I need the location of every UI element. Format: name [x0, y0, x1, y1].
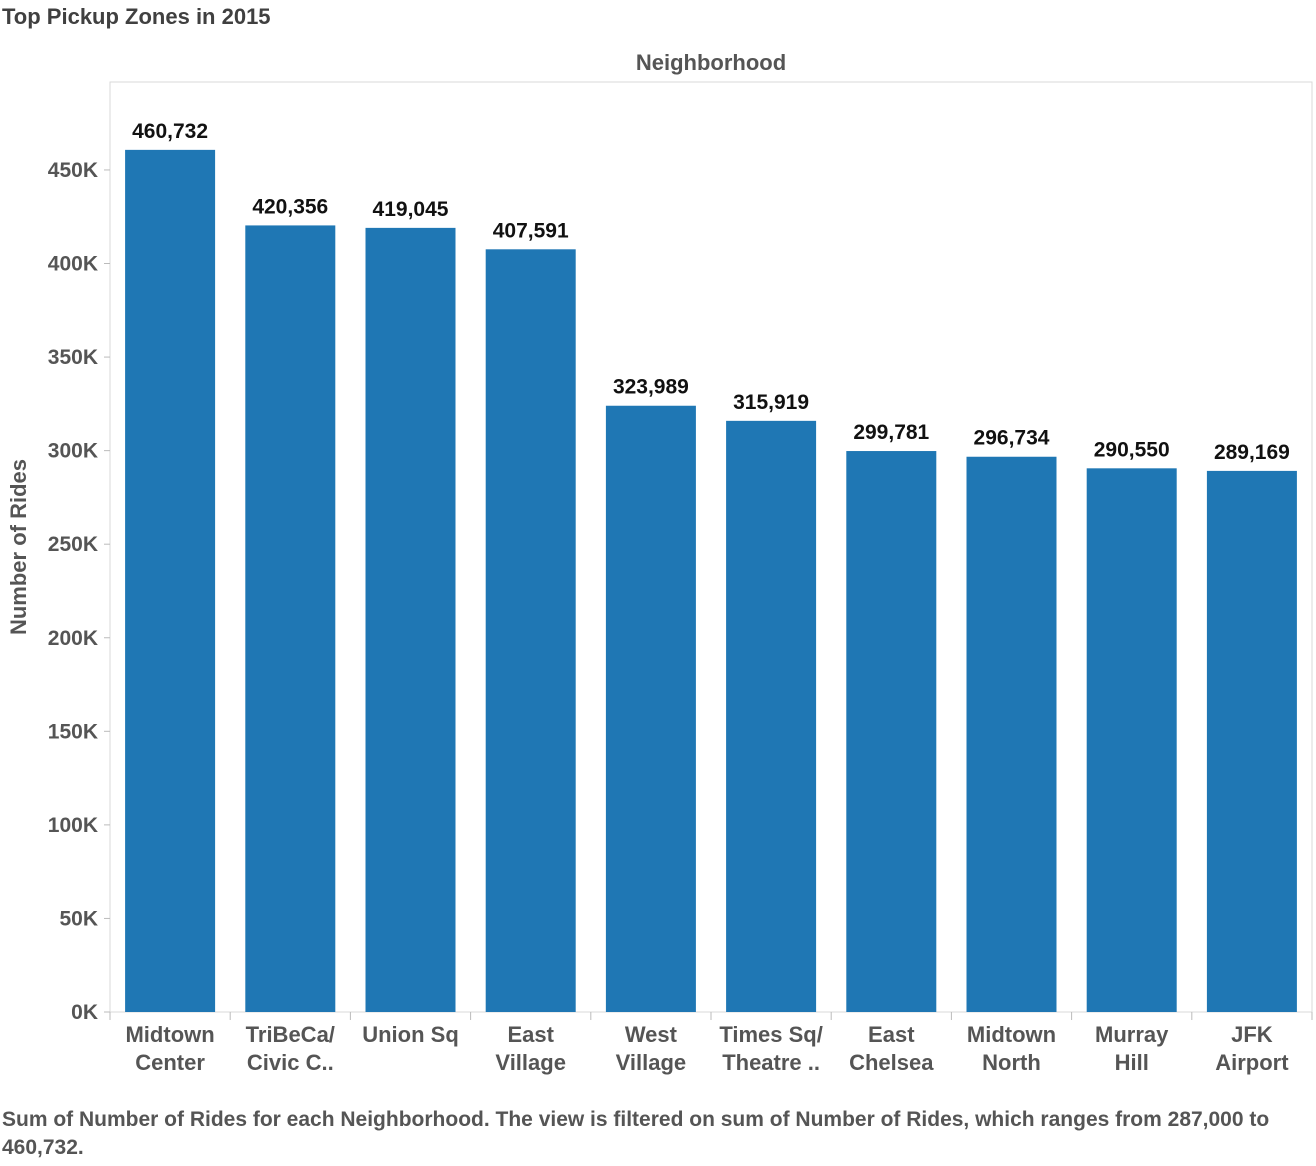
- bar-value-label: 323,989: [613, 376, 689, 399]
- x-category-label: TriBeCa/: [246, 1022, 335, 1047]
- x-category-label: Civic C..: [247, 1050, 334, 1075]
- y-tick-label: 50K: [59, 907, 98, 930]
- y-tick-label: 350K: [48, 346, 98, 369]
- y-tick-label: 100K: [48, 814, 98, 837]
- bar-value-label: 290,550: [1094, 438, 1170, 461]
- x-category-label: Center: [135, 1050, 205, 1075]
- y-tick-label: 250K: [48, 533, 98, 556]
- y-tick-label: 400K: [48, 253, 98, 276]
- page-title: Top Pickup Zones in 2015: [2, 4, 271, 29]
- x-category-label: Theatre ..: [722, 1050, 820, 1075]
- y-tick-label: 0K: [71, 1001, 98, 1024]
- bar[interactable]: [125, 149, 216, 1013]
- bar[interactable]: [1086, 468, 1177, 1012]
- bar[interactable]: [966, 456, 1057, 1012]
- bar-value-label: 420,356: [252, 195, 328, 218]
- bar-value-label: 407,591: [493, 219, 569, 242]
- x-category-label: JFK: [1231, 1022, 1273, 1047]
- bar-value-label: 296,734: [974, 427, 1050, 450]
- y-axis-title: Number of Rides: [6, 459, 31, 635]
- x-category-label: Midtown: [967, 1022, 1056, 1047]
- bar-value-label: 289,169: [1214, 441, 1290, 464]
- bar-value-label: 419,045: [373, 198, 449, 221]
- y-tick-label: 150K: [48, 720, 98, 743]
- bar[interactable]: [1206, 470, 1297, 1012]
- bar-chart: Neighborhood Number of Rides 0K 50K 100K 150K…: [6, 50, 1313, 1075]
- x-category-label: Hill: [1115, 1050, 1149, 1075]
- bar[interactable]: [846, 451, 937, 1012]
- bar[interactable]: [245, 225, 336, 1013]
- bar[interactable]: [485, 249, 576, 1012]
- x-category-label: Chelsea: [849, 1050, 934, 1075]
- chart-caption: Sum of Number of Rides for each Neighbor…: [2, 1108, 1270, 1159]
- x-category-label: Union Sq: [362, 1022, 459, 1047]
- bar-value-label: 460,732: [132, 120, 208, 143]
- bar-value-label: 315,919: [733, 391, 809, 414]
- x-category-label: Murray: [1095, 1022, 1169, 1047]
- x-category-label: East: [868, 1022, 915, 1047]
- x-category-label: Village: [616, 1050, 687, 1075]
- bar[interactable]: [726, 420, 817, 1012]
- x-category-label: West: [625, 1022, 678, 1047]
- y-tick-label: 450K: [48, 159, 98, 182]
- x-category-label: Village: [495, 1050, 566, 1075]
- x-category-label: Midtown: [125, 1022, 214, 1047]
- bar-value-label: 299,781: [853, 421, 929, 444]
- bar[interactable]: [605, 405, 696, 1012]
- y-tick-label: 200K: [48, 627, 98, 650]
- x-category-label: Times Sq/: [719, 1022, 823, 1047]
- x-category-label: North: [982, 1050, 1041, 1075]
- x-category-label: Airport: [1215, 1050, 1289, 1075]
- bar[interactable]: [365, 227, 456, 1013]
- y-tick-label: 300K: [48, 440, 98, 463]
- x-category-label: East: [507, 1022, 554, 1047]
- x-axis-title: Neighborhood: [636, 50, 786, 75]
